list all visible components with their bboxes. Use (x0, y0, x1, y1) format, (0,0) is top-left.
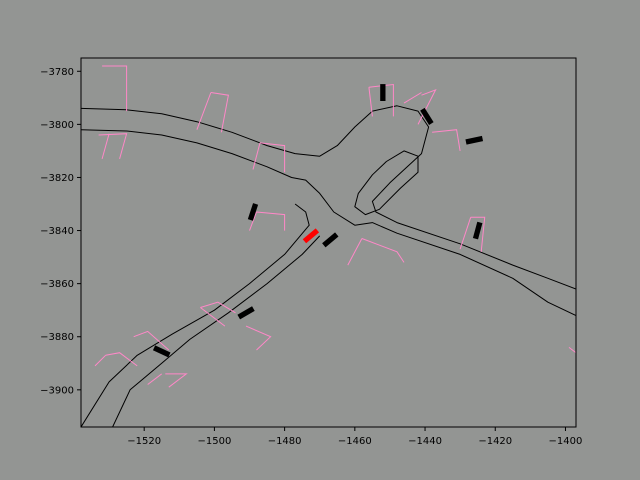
parking-line-17 (347, 238, 363, 266)
parking-line-6 (252, 142, 261, 170)
agent-vehicle-3 (247, 203, 259, 221)
parking-line-3 (210, 92, 229, 133)
y-tick-label-4: −3860 (40, 279, 74, 290)
x-axis: −1520 −1500 −1480 −1460 −1440 −1420 −1400 (127, 427, 582, 447)
parking-line-0 (102, 65, 128, 112)
road-lines (81, 105, 576, 427)
parking-line-25 (94, 354, 106, 367)
x-tick-label-2: −1480 (268, 436, 302, 447)
parking-line-4 (196, 92, 212, 130)
ego-vehicle (302, 228, 320, 244)
y-tick-label-6: −3900 (40, 385, 74, 396)
x-tick-label-5: −1420 (478, 436, 512, 447)
x-tick-label-4: −1440 (408, 436, 442, 447)
parking-line-24 (105, 352, 138, 367)
parking-line-9 (368, 83, 394, 117)
parking-line-10 (368, 87, 373, 117)
road-line-0 (81, 105, 576, 290)
agent-vehicle-1 (420, 107, 434, 125)
x-tick-label-3: −1460 (338, 436, 372, 447)
parking-line-2 (101, 133, 110, 160)
parking-line-26 (568, 347, 576, 354)
agent-vehicle-2 (465, 135, 484, 145)
parking-line-16 (361, 238, 405, 263)
road-line-2 (81, 203, 310, 427)
parking-line-20 (200, 307, 226, 327)
parking-line-18 (200, 301, 236, 314)
y-tick-label-2: −3820 (40, 173, 74, 184)
agent-vehicle-8 (152, 345, 171, 358)
parking-line-14 (470, 216, 486, 252)
agent-vehicle-4 (472, 221, 483, 240)
agent-vehicle-0 (380, 84, 386, 102)
x-tick-label-0: −1520 (127, 436, 161, 447)
x-tick-label-1: −1500 (197, 436, 231, 447)
x-tick-label-6: −1400 (549, 436, 583, 447)
y-tick-label-5: −3880 (40, 332, 74, 343)
road-line-4 (354, 150, 419, 216)
agent-vehicle-7 (237, 306, 255, 320)
y-axis: −3780 −3800 −3820 −3840 −3860 −3880 −3900 (40, 67, 81, 396)
parking-line-1 (98, 133, 128, 160)
y-tick-label-1: −3800 (40, 120, 74, 131)
y-tick-label-3: −3840 (40, 226, 74, 237)
parking-line-19 (245, 325, 272, 351)
y-tick-label-0: −3780 (40, 67, 74, 78)
parking-line-22 (165, 373, 188, 388)
agent-vehicle-6 (322, 232, 339, 248)
parking-line-12 (403, 92, 422, 104)
agent-boxes (152, 84, 484, 358)
parking-line-21 (133, 330, 170, 351)
road-line-3 (112, 235, 321, 427)
plot-frame (80, 57, 577, 428)
parking-line-7 (256, 211, 286, 231)
parking-line-8 (249, 211, 257, 231)
parking-line-13 (432, 129, 461, 151)
parking-line-5 (259, 142, 286, 173)
parking-line-15 (459, 217, 472, 250)
parking-line-23 (147, 373, 163, 385)
road-line-1 (81, 129, 576, 316)
